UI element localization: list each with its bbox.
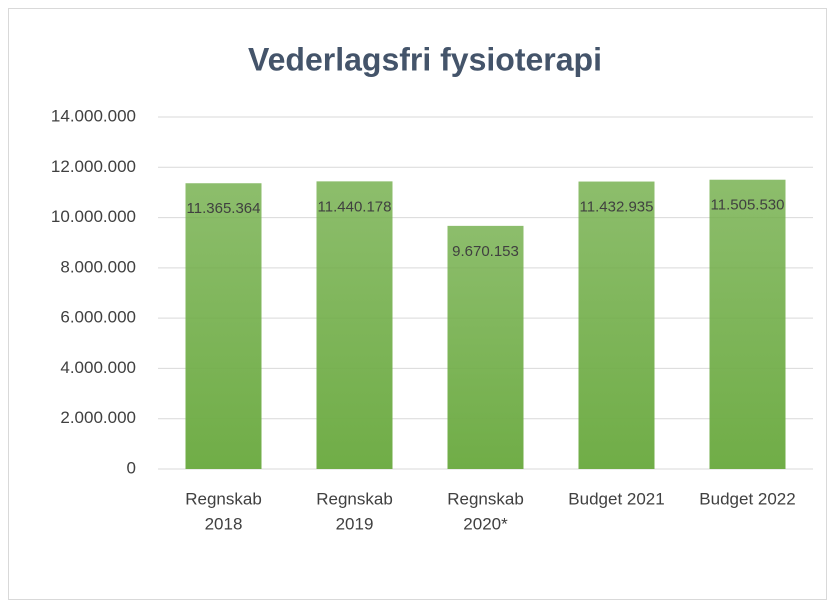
y-tick-label: 8.000.000 [60, 257, 136, 276]
y-tick-label: 10.000.000 [51, 207, 136, 226]
x-tick-label: Regnskab [316, 489, 393, 508]
y-tick-label: 2.000.000 [60, 408, 136, 427]
x-tick-label: 2020* [463, 514, 508, 533]
chart-frame [8, 8, 827, 600]
data-label: 11.440.178 [318, 198, 392, 215]
bar [709, 179, 786, 469]
bar [185, 183, 262, 469]
bar [447, 225, 524, 469]
data-label: 11.505.530 [711, 197, 785, 214]
x-tick-label: 2019 [336, 514, 374, 533]
x-tick-label: Budget 2022 [699, 489, 795, 508]
chart-title: Vederlagsfri fysioterapi [248, 41, 602, 77]
data-label: 11.365.364 [187, 200, 261, 217]
data-label: 9.670.153 [452, 243, 519, 260]
bar [316, 181, 393, 469]
y-tick-label: 0 [127, 458, 136, 477]
x-tick-label: Budget 2021 [568, 489, 664, 508]
data-label: 11.432.935 [580, 199, 654, 216]
y-tick-label: 14.000.000 [51, 106, 136, 125]
bar [578, 181, 655, 470]
y-tick-label: 6.000.000 [60, 308, 136, 327]
x-tick-label: 2018 [205, 514, 243, 533]
x-tick-label: Regnskab [185, 489, 262, 508]
x-tick-label: Regnskab [447, 489, 524, 508]
y-tick-label: 12.000.000 [51, 157, 136, 176]
y-tick-label: 4.000.000 [60, 358, 136, 377]
